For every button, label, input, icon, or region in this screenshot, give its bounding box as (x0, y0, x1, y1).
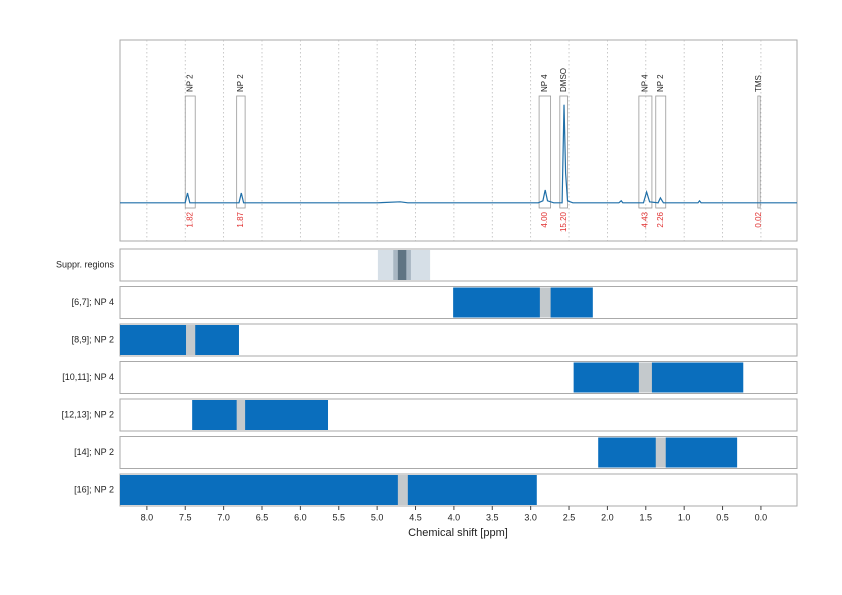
x-tick-label: 8.0 (141, 512, 154, 522)
x-tick-label: 6.0 (294, 512, 307, 522)
annotation-box (638, 95, 653, 209)
range-bar (120, 475, 537, 505)
row-label: [14]; NP 2 (74, 447, 114, 457)
x-tick-label: 2.0 (601, 512, 614, 522)
range-bar (186, 325, 196, 355)
x-tick-label: 7.5 (179, 512, 192, 522)
range-bar (598, 437, 738, 468)
annotation-box (757, 95, 761, 209)
annotation-label: NP 2 (236, 74, 245, 92)
annotation-label: NP 2 (656, 74, 665, 92)
integral-label: 1.82 (185, 211, 194, 227)
integral-label: 4.00 (540, 211, 549, 227)
integral-label: 4.43 (641, 211, 650, 227)
x-axis-label: Chemical shift [ppm] (408, 527, 508, 539)
integral-label: 15.20 (559, 211, 568, 232)
x-tick-label: 7.0 (217, 512, 230, 522)
range-bar (397, 475, 408, 505)
row-label: [12,13]; NP 2 (62, 409, 114, 419)
x-tick-label: 3.5 (486, 512, 499, 522)
x-tick-label: 6.5 (256, 512, 269, 522)
row-label: [8,9]; NP 2 (72, 334, 114, 344)
integral-label: 2.26 (656, 211, 665, 227)
range-bar (453, 287, 593, 318)
annotation-label: DMSO (559, 68, 568, 92)
spectrum-line (120, 104, 797, 204)
annotation-box (236, 95, 246, 209)
x-tick-label: 1.5 (640, 512, 653, 522)
x-tick-label: 2.5 (563, 512, 576, 522)
range-bar (539, 287, 551, 318)
row-label: [10,11]; NP 4 (62, 372, 114, 382)
range-bar (638, 362, 652, 393)
row-label: [6,7]; NP 4 (72, 297, 114, 307)
x-tick-label: 3.0 (524, 512, 537, 522)
row-label: [16]; NP 2 (74, 484, 114, 494)
x-tick-label: 0.5 (716, 512, 729, 522)
annotation-box (655, 95, 667, 209)
range-bar (120, 325, 239, 355)
x-tick-label: 5.5 (333, 512, 346, 522)
x-tick-label: 1.0 (678, 512, 691, 522)
spectrum-panel (119, 39, 798, 242)
range-bar (655, 437, 666, 468)
row-label: Suppr. regions (56, 259, 115, 269)
range-bar (236, 400, 246, 430)
x-tick-label: 5.0 (371, 512, 384, 522)
integral-label: 0.02 (754, 211, 763, 227)
row-panel (119, 248, 798, 282)
annotation-box (559, 95, 568, 209)
x-tick-label: 0.0 (755, 512, 768, 522)
annotation-label: TMS (754, 75, 763, 92)
range-bar (192, 400, 329, 430)
annotation-label: NP 4 (641, 74, 650, 92)
annotation-label: NP 2 (185, 74, 194, 92)
x-tick-label: 4.5 (409, 512, 422, 522)
range-bar (397, 250, 407, 280)
annotation-box (538, 95, 552, 209)
annotation-box (184, 95, 196, 209)
annotation-label: NP 4 (540, 74, 549, 92)
integral-label: 1.87 (236, 211, 245, 227)
x-tick-label: 4.0 (448, 512, 461, 522)
range-bar (573, 362, 744, 393)
